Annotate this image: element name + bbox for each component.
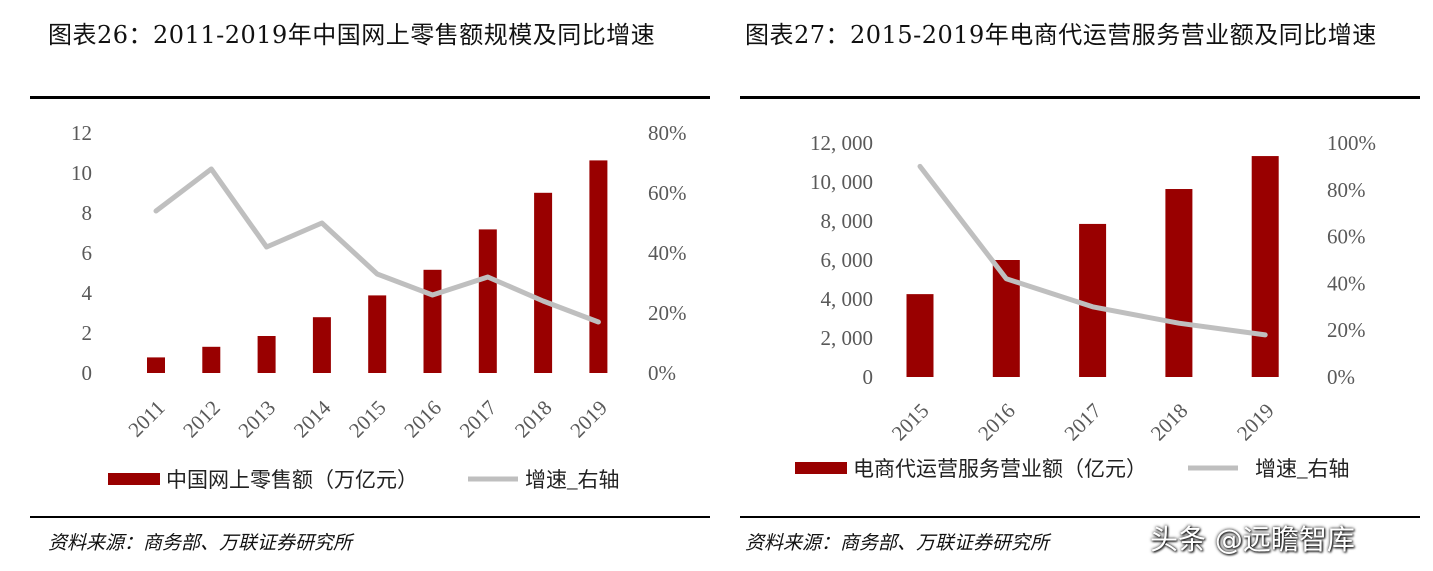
x-tick-label: 2013	[233, 396, 280, 443]
x-tick-label: 2018	[510, 396, 557, 443]
bar-2019	[1251, 156, 1279, 377]
bar-2011	[147, 357, 165, 373]
bar-2019	[589, 160, 608, 373]
x-tick-label: 2017	[1059, 399, 1106, 446]
x-tick-label: 2014	[289, 395, 336, 442]
left-axis-tick-label: 12	[71, 121, 92, 145]
left-axis-tick-label: 4, 000	[821, 287, 874, 311]
bar-2013	[257, 336, 276, 373]
legend-line-label: 增速_右轴	[525, 468, 620, 492]
right-axis-tick-label: 20%	[1327, 318, 1366, 342]
left-source: 资料来源：商务部、万联证券研究所	[48, 532, 353, 554]
x-tick-label: 2015	[887, 399, 934, 446]
legend-line-label: 增速_右轴	[1255, 457, 1350, 481]
left-axis-tick-label: 8	[82, 201, 93, 225]
right-axis-tick-label: 40%	[1327, 271, 1366, 295]
right-axis-tick-label: 80%	[1327, 178, 1366, 202]
left-axis-tick-label: 4	[82, 281, 93, 305]
left-axis-tick-label: 2, 000	[821, 326, 874, 350]
legend-bar-label: 中国网上零售额（万亿元）	[166, 468, 418, 492]
left-axis-tick-label: 6	[82, 241, 93, 265]
x-tick-label: 2015	[344, 396, 391, 443]
right-axis-tick-label: 40%	[648, 241, 687, 265]
watermark: 头条 @远瞻智库	[1150, 523, 1355, 556]
bar-2014	[312, 317, 331, 373]
bar-2012	[202, 346, 221, 373]
right-axis-tick-label: 60%	[648, 181, 687, 205]
bar-2018	[1165, 189, 1193, 377]
x-tick-label: 2017	[455, 396, 502, 443]
left-axis-tick-label: 2	[82, 321, 93, 345]
right-bottom-rule	[740, 516, 1420, 518]
legend-bar-swatch	[795, 462, 847, 474]
bar-2016	[423, 269, 442, 373]
left-axis-tick-label: 10, 000	[810, 170, 873, 194]
left-axis-tick-label: 6, 000	[821, 248, 874, 272]
x-tick-label: 2016	[399, 396, 446, 443]
right-axis-tick-label: 60%	[1327, 225, 1366, 249]
x-tick-label: 2016	[973, 399, 1020, 446]
right-chart-title: 图表27：2015-2019年电商代运营服务营业额及同比增速	[745, 21, 1377, 49]
bar-2017	[1079, 223, 1107, 377]
x-tick-label: 2019	[565, 396, 612, 443]
x-tick-label: 2018	[1146, 399, 1193, 446]
left-axis-tick-label: 12, 000	[810, 131, 873, 155]
right-top-rule	[740, 96, 1420, 99]
left-chart-title: 图表26：2011-2019年中国网上零售额规模及同比增速	[48, 21, 656, 49]
left-axis-tick-label: 10	[71, 161, 92, 185]
x-tick-label: 2012	[178, 396, 225, 443]
left-axis-tick-label: 0	[82, 361, 93, 385]
right-source: 资料来源：商务部、万联证券研究所	[745, 532, 1050, 554]
right-axis-tick-label: 100%	[1327, 131, 1376, 155]
x-tick-label: 2011	[123, 396, 169, 442]
x-tick-label: 2019	[1232, 399, 1279, 446]
bar-2017	[478, 229, 497, 373]
legend-bar-label: 电商代运营服务营业额（亿元）	[853, 457, 1147, 481]
right-axis-tick-label: 0%	[648, 361, 676, 385]
right-axis-tick-label: 80%	[648, 121, 687, 145]
bar-2015	[368, 295, 387, 373]
left-axis-tick-label: 8, 000	[821, 209, 874, 233]
left-bottom-rule	[30, 516, 710, 518]
legend-bar-swatch	[108, 473, 160, 485]
right-axis-tick-label: 0%	[1327, 365, 1355, 389]
left-top-rule	[30, 96, 710, 99]
bar-2018	[534, 192, 553, 373]
right-axis-tick-label: 20%	[648, 301, 687, 325]
bar-2015	[906, 294, 934, 377]
left-axis-tick-label: 0	[863, 365, 874, 389]
